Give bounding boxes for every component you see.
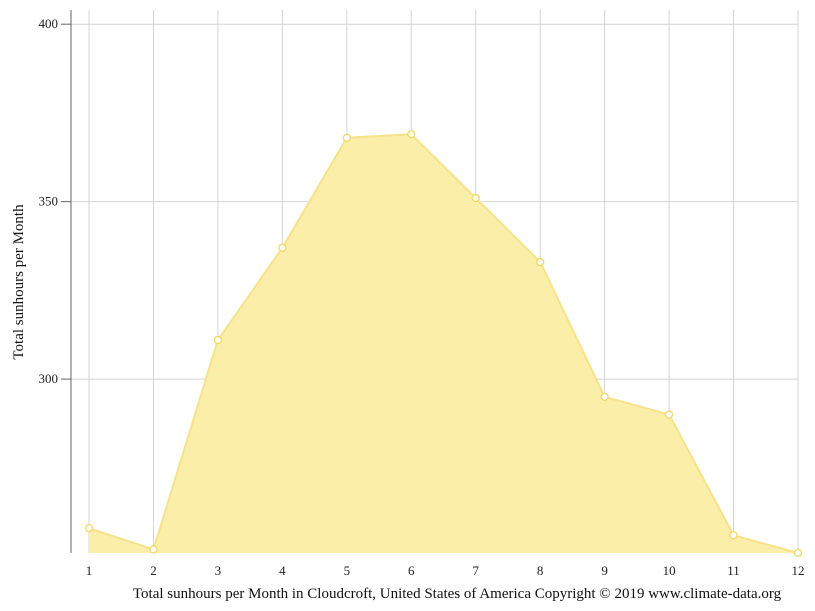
y-tick-label-300: 300 [39,371,59,386]
x-tick-label-4: 4 [279,563,286,578]
y-tick-label-350: 350 [39,194,59,209]
y-axis-title: Total sunhours per Month [11,204,27,360]
x-tick-label-5: 5 [344,563,351,578]
data-point-12 [793,548,803,558]
x-tick-label-12: 12 [792,563,805,578]
area-fill [89,134,798,553]
data-point-4 [278,243,287,252]
data-points [84,130,803,558]
x-tick-label-2: 2 [150,563,157,578]
x-tick-label-8: 8 [537,563,544,578]
data-point-1 [84,524,94,533]
y-tick-label-400: 400 [39,16,59,31]
data-point-2 [149,545,158,554]
x-tick-label-7: 7 [472,563,479,578]
data-point-7 [471,193,480,203]
data-point-9 [600,392,609,401]
y-tick-labels: 300 350 400 [39,16,59,386]
axes [61,10,72,553]
x-axis-title: Total sunhours per Month in Cloudcroft, … [133,586,782,602]
data-point-8 [536,257,545,267]
data-point-5 [342,133,351,142]
x-tick-label-10: 10 [663,563,676,578]
sunhours-area-series [88,133,799,554]
data-point-3 [213,335,223,345]
data-point-10 [664,410,674,419]
data-point-11 [729,531,738,540]
x-tick-label-9: 9 [601,563,608,578]
x-tick-label-11: 11 [727,563,740,578]
x-tick-labels: 1 2 3 4 5 6 7 8 9 10 11 12 [86,563,805,578]
data-point-6 [407,130,416,139]
x-tick-label-1: 1 [86,563,93,578]
x-tick-label-6: 6 [408,563,415,578]
series-line [88,133,799,554]
x-tick-label-3: 3 [215,563,222,578]
